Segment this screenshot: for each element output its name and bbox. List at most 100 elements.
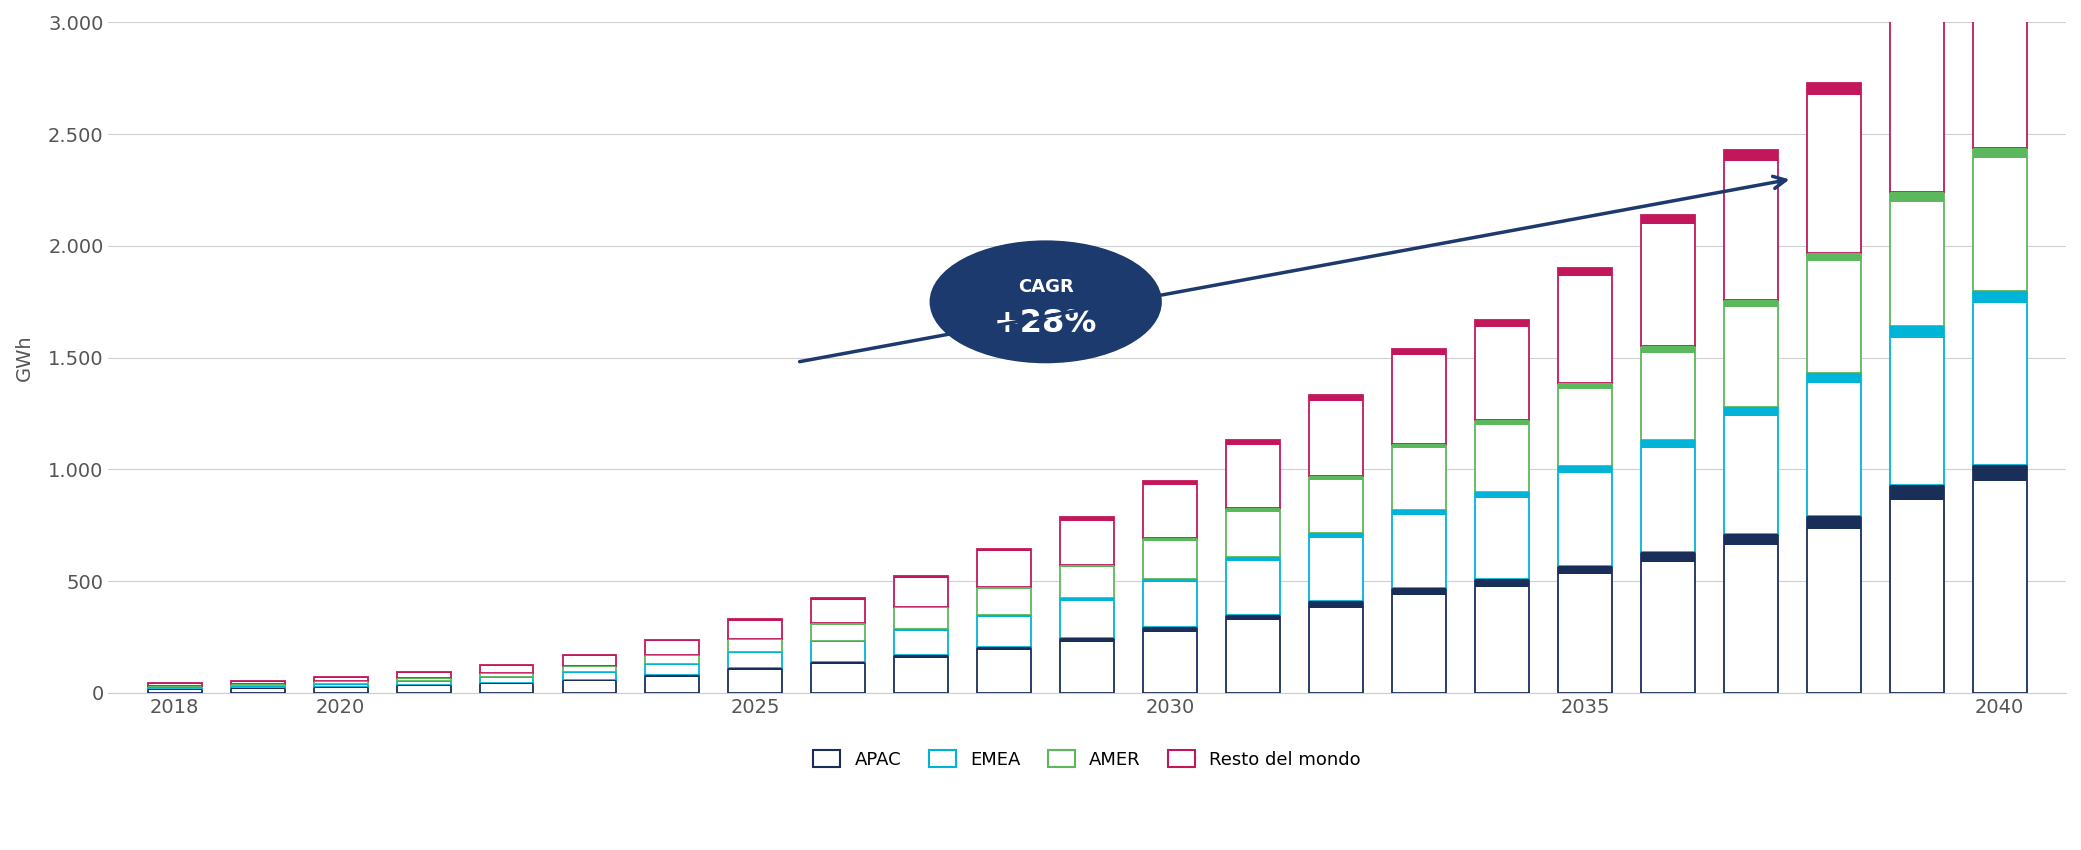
Bar [1226,508,1280,512]
Bar [1142,538,1197,579]
Y-axis label: GWh: GWh [15,334,33,381]
Bar [1890,4,1944,192]
Bar [148,683,202,686]
Bar [1723,407,1777,535]
Bar [978,549,1032,552]
Bar [1226,557,1280,561]
Bar [978,647,1032,693]
Bar [1642,552,1694,693]
Bar [812,661,866,664]
Bar [1806,252,1860,261]
Bar [1392,348,1446,355]
Bar [728,668,782,670]
Bar [562,666,616,672]
Bar [1142,481,1197,485]
Bar [148,683,202,684]
Bar [1142,538,1197,541]
Bar [645,676,699,677]
Bar [1806,373,1860,383]
Bar [1392,510,1446,515]
Bar [1309,395,1363,400]
Bar [1142,627,1197,693]
Bar [1806,82,1860,252]
Bar [1559,269,1613,383]
Bar [231,684,285,685]
Bar [562,654,616,666]
Bar [978,549,1032,587]
Bar [148,688,202,690]
Bar [645,664,699,665]
Bar [397,678,452,679]
Bar [1890,326,1944,337]
Bar [314,683,368,684]
Bar [1973,148,2027,291]
Text: CAGR: CAGR [1018,278,1074,296]
Bar [728,668,782,693]
Bar [1973,148,2027,157]
Bar [1226,557,1280,615]
Bar [1309,476,1363,533]
Bar [1475,492,1530,498]
Bar [1475,579,1530,693]
Bar [314,687,368,688]
Bar [231,688,285,693]
Bar [1806,373,1860,516]
Bar [1226,615,1280,620]
Bar [231,688,285,689]
Bar [1973,291,2027,303]
Bar [1642,346,1694,440]
Bar [1806,516,1860,529]
Bar [978,615,1032,617]
Bar [231,686,285,687]
Text: +28%: +28% [995,309,1097,339]
Bar [1559,466,1613,565]
Bar [1309,533,1363,601]
Bar [1973,465,2027,693]
Bar [479,672,533,677]
Bar [1309,476,1363,480]
Bar [1973,0,2027,148]
Bar [1309,601,1363,693]
Bar [397,672,452,678]
Bar [1559,383,1613,466]
Bar [978,587,1032,615]
Bar [728,652,782,668]
Bar [562,672,616,680]
Bar [728,639,782,652]
Bar [1392,588,1446,595]
Bar [397,681,452,685]
Bar [1642,440,1694,448]
Bar [562,672,616,673]
Bar [1806,516,1860,693]
Bar [479,677,533,678]
Bar [812,598,866,623]
Bar [728,619,782,620]
Bar [1309,601,1363,608]
Bar [1475,420,1530,492]
Bar [728,652,782,654]
Bar [1392,444,1446,448]
Bar [1723,150,1777,161]
Bar [895,654,949,658]
Bar [1059,638,1113,693]
Bar [1059,565,1113,598]
Bar [314,687,368,693]
Bar [1475,420,1530,425]
Ellipse shape [930,241,1161,363]
Bar [397,685,452,686]
Bar [1142,579,1197,582]
Bar [645,664,699,676]
Bar [1226,615,1280,693]
Bar [1642,440,1694,552]
Bar [895,575,949,578]
Bar [812,661,866,693]
Bar [645,654,699,656]
Bar [479,677,533,683]
Bar [1392,444,1446,510]
Bar [1890,326,1944,485]
Bar [728,619,782,639]
Bar [148,688,202,693]
Bar [978,647,1032,650]
Bar [812,623,866,641]
Bar [231,686,285,688]
